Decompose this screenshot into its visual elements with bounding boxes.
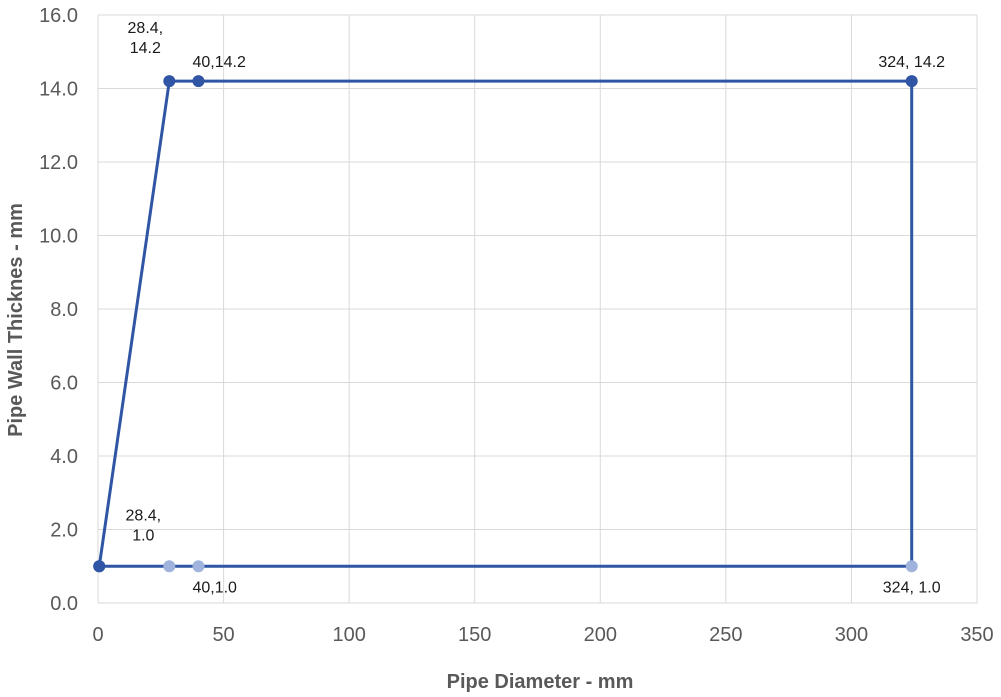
y-axis-title: Pipe Wall Thicknes - mm	[5, 203, 27, 437]
y-tick-label: 6.0	[50, 373, 78, 395]
y-tick-label: 12.0	[39, 152, 78, 174]
data-point-marker	[905, 560, 918, 573]
data-label-layer: 28.4, 14.2 40,14.2 324, 14.2 28.4, 1.0 40,1.0 3…	[126, 20, 946, 596]
data-label: 1.0	[132, 527, 154, 544]
data-label: 40,14.2	[192, 54, 245, 71]
data-point-marker	[905, 75, 918, 88]
data-point-marker	[163, 75, 176, 88]
y-tick-label: 4.0	[50, 446, 78, 468]
data-label: 324, 1.0	[883, 579, 941, 596]
y-tick-label: 16.0	[39, 5, 78, 27]
data-point-marker	[93, 560, 106, 573]
x-tick-label: 300	[835, 624, 868, 646]
x-tick-label: 100	[332, 624, 365, 646]
y-tick-label: 2.0	[50, 520, 78, 542]
data-label: 324, 14.2	[878, 54, 945, 71]
y-tick-label: 10.0	[39, 226, 78, 248]
data-label: 28.4,	[126, 507, 162, 524]
data-point-marker	[163, 560, 176, 573]
data-label: 14.2	[130, 40, 161, 57]
x-tick-label: 250	[709, 624, 742, 646]
data-label: 28.4,	[128, 20, 164, 37]
tick-label-layer: 0.0 2.0 4.0 6.0 8.0 10.0 12.0 14.0 16.0 0 50 100 150…	[39, 5, 994, 646]
grid-layer	[97, 14, 978, 604]
series-line	[97, 79, 914, 568]
x-tick-label: 150	[458, 624, 491, 646]
x-tick-label: 0	[92, 624, 103, 646]
data-point-marker	[192, 75, 205, 88]
y-tick-label: 8.0	[50, 299, 78, 321]
data-point-marker	[192, 560, 205, 573]
series-layer	[93, 75, 918, 573]
y-tick-label: 0.0	[50, 593, 78, 615]
x-tick-label: 200	[584, 624, 617, 646]
x-tick-label: 350	[960, 624, 993, 646]
data-label: 40,1.0	[192, 579, 237, 596]
x-tick-label: 50	[212, 624, 234, 646]
y-tick-label: 14.0	[39, 79, 78, 101]
x-axis-title: Pipe Diameter - mm	[447, 671, 634, 693]
